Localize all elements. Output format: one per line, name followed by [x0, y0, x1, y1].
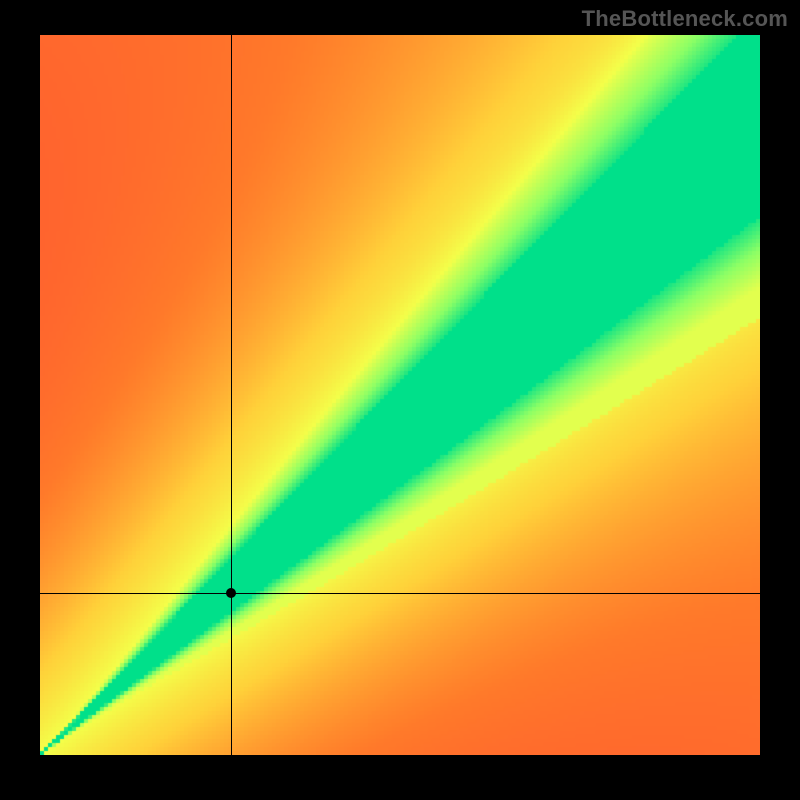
watermark: TheBottleneck.com	[582, 6, 788, 32]
crosshair-marker	[226, 588, 236, 598]
crosshair-vertical	[231, 35, 232, 755]
crosshair-horizontal	[40, 593, 760, 594]
plot-area	[40, 35, 760, 755]
heatmap-canvas	[40, 35, 760, 755]
